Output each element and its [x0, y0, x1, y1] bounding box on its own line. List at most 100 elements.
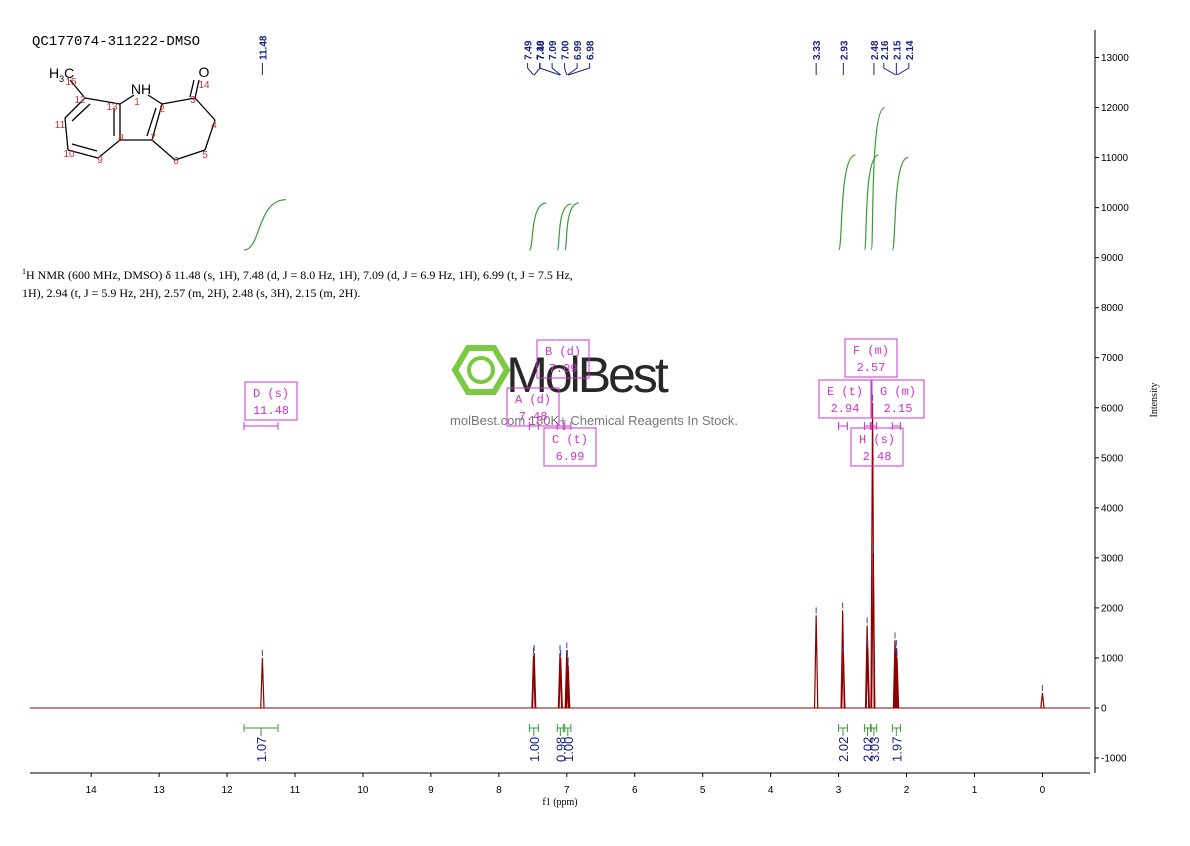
peak — [813, 615, 819, 708]
x-tick-label: 12 — [221, 785, 233, 796]
multiplet-bracket — [556, 422, 564, 430]
y-tick-label: 13000 — [1101, 53, 1129, 64]
y-tick-label: 4000 — [1101, 503, 1124, 514]
peak-label: 6.98 — [586, 40, 597, 60]
integral-bracket — [556, 724, 564, 736]
integral-bracket — [528, 724, 539, 736]
multiplet-bracket — [564, 422, 572, 430]
x-tick-label: 13 — [154, 785, 166, 796]
multiplet-bracket — [870, 422, 878, 430]
peak-label: 7.49 — [524, 40, 535, 60]
x-tick-label: 6 — [632, 785, 638, 796]
y-tick-label: 8000 — [1101, 303, 1124, 314]
x-tick-label: 0 — [1040, 785, 1046, 796]
peak-label: 6.99 — [573, 40, 584, 60]
atom-number: 15 — [65, 77, 77, 88]
integral-curve — [243, 199, 287, 251]
multiplet-box — [244, 381, 298, 421]
atom-number: 4 — [211, 120, 217, 131]
integral-curve — [838, 154, 856, 251]
multiplet-shift: 2.94 — [831, 402, 860, 416]
y-tick-label: 2000 — [1101, 603, 1124, 614]
peak-label: 3.33 — [812, 40, 823, 60]
peak-label-connector — [564, 63, 568, 76]
oxygen-label: O — [199, 64, 210, 80]
multiplet-shift: 2.48 — [863, 450, 892, 464]
integral-bracket — [838, 724, 848, 736]
multiplet-bracket — [838, 422, 848, 430]
integral-bracket — [243, 724, 279, 736]
peak — [531, 652, 537, 708]
peak-label-connector — [883, 63, 896, 76]
integral-label: 1.00 — [527, 737, 542, 762]
y-tick-label: 11000 — [1101, 153, 1129, 164]
x-tick-label: 3 — [836, 785, 842, 796]
atom-number: 3 — [190, 95, 196, 106]
y-axis-label: Intensity — [1149, 383, 1160, 418]
x-tick-label: 10 — [357, 785, 369, 796]
x-tick-label: 11 — [290, 785, 301, 796]
watermark-logo — [451, 345, 511, 395]
integral-label: 0.98 — [553, 737, 568, 762]
atom-number: 9 — [97, 155, 103, 166]
integral-curve — [556, 203, 572, 251]
integral-label: 2.02 — [836, 737, 851, 762]
x-tick-label: 14 — [86, 785, 98, 796]
y-tick-label: 9000 — [1101, 253, 1124, 264]
atom-number: 12 — [74, 95, 86, 106]
atom-number: 1 — [134, 97, 140, 108]
peak-label: 2.93 — [839, 40, 850, 60]
integral-curve — [891, 156, 909, 251]
nh-label: NH — [131, 81, 151, 97]
y-tick-label: 3000 — [1101, 553, 1124, 564]
atom-number: 8 — [118, 133, 124, 144]
atom-number: 10 — [63, 149, 75, 160]
peak-label: 2.15 — [892, 40, 903, 60]
atom-number: 5 — [202, 150, 208, 161]
integral-curve — [564, 202, 580, 251]
atom: H — [49, 65, 59, 81]
integral-curve — [528, 202, 547, 251]
peak-label: 2.14 — [905, 40, 916, 60]
integral-label: 1.07 — [254, 737, 269, 762]
multiplet-name: B (d) — [545, 345, 581, 359]
peak-label: 7.10 — [536, 40, 547, 60]
peak-label: 7.48 — [536, 40, 547, 60]
peak-label: 2.16 — [880, 40, 891, 60]
multiplet-name: D (s) — [253, 387, 289, 401]
peak-label: 7.09 — [548, 40, 559, 60]
integral-bracket — [863, 724, 872, 736]
multiplet-shift: 2.15 — [884, 402, 913, 416]
peak — [531, 655, 536, 708]
integral-label: 1.00 — [561, 737, 576, 762]
x-tick-label: 2 — [904, 785, 910, 796]
peak — [557, 652, 563, 708]
integral-curve — [863, 154, 879, 251]
multiplet-shift: 11.48 — [253, 404, 289, 418]
multiplet-name: A (d) — [515, 393, 551, 407]
x-tick-label: 5 — [700, 785, 706, 796]
multiplet-name: F (m) — [853, 344, 889, 358]
multiplet-shift: 2.57 — [857, 361, 886, 375]
chart-title: QC177074-311222-DMSO — [32, 34, 200, 50]
y-tick-label: 0 — [1101, 703, 1107, 714]
y-tick-label: 7000 — [1101, 353, 1124, 364]
multiplet-bracket — [891, 422, 901, 430]
y-tick-label: 10000 — [1101, 203, 1129, 214]
peak — [558, 657, 563, 708]
y-tick-label: 5000 — [1101, 453, 1124, 464]
y-tick-label: -1000 — [1101, 753, 1127, 764]
integral-label: 3.03 — [867, 737, 882, 762]
peak-label: 11.48 — [258, 35, 269, 60]
x-tick-label: 9 — [428, 785, 434, 796]
description-text: H NMR (600 MHz, DMSO) δ 11.48 (s, 1H), 7… — [22, 268, 573, 300]
peak-label-connector — [567, 63, 591, 76]
atom-number: 14 — [198, 80, 210, 91]
peak — [865, 647, 871, 708]
atom-number: 7 — [150, 133, 156, 144]
peak — [894, 657, 900, 708]
peak-label-connector — [551, 63, 561, 76]
multiplet-bracket — [528, 422, 539, 430]
x-tick-label: 4 — [768, 785, 774, 796]
